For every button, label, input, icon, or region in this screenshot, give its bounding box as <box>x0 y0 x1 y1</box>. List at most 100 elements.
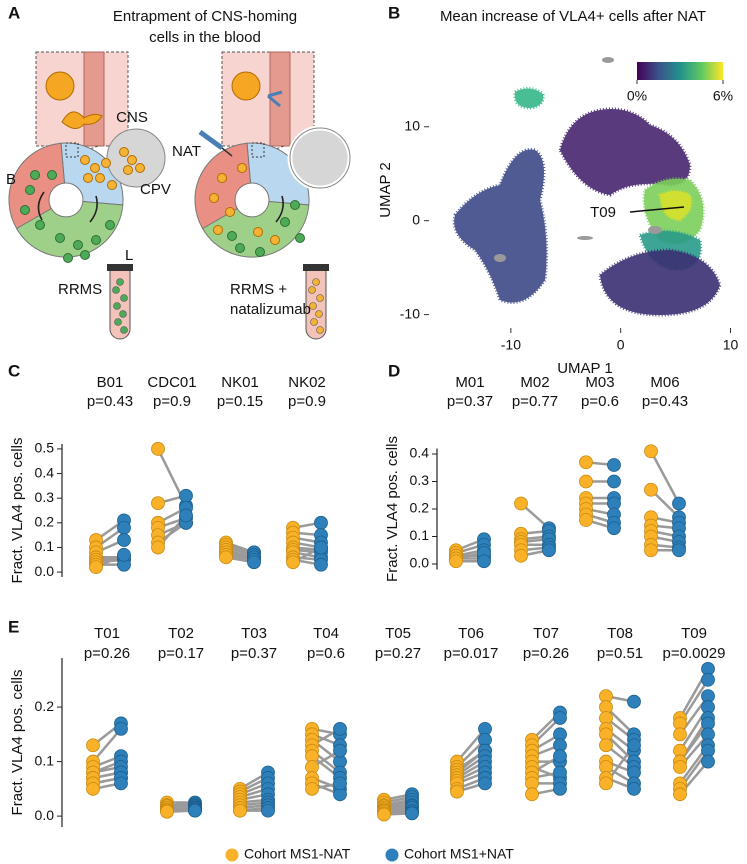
point <box>188 803 202 818</box>
cell-shape <box>61 111 103 129</box>
group-label: CDC01 <box>147 374 196 391</box>
cell-dot <box>47 170 57 180</box>
group-label: T01 <box>94 625 120 642</box>
cell-dot <box>135 163 145 173</box>
point <box>579 513 593 527</box>
point <box>314 515 328 530</box>
point <box>261 803 275 818</box>
point <box>673 787 687 802</box>
point <box>627 694 641 709</box>
p-value: p=0.37 <box>447 393 493 410</box>
y-tick-label: 10 <box>404 117 420 133</box>
point <box>644 482 658 497</box>
cell-dot <box>253 227 263 237</box>
point <box>89 560 103 575</box>
point <box>247 555 261 570</box>
colorbar-label: 0% <box>627 88 647 104</box>
tube-cell <box>316 294 324 302</box>
group-label: T02 <box>168 625 194 642</box>
cell-dot <box>295 233 305 243</box>
y-tick-label: 0.2 <box>410 500 430 516</box>
tube-cell <box>312 278 320 286</box>
group-label: T05 <box>385 625 411 642</box>
cell-dot <box>123 165 133 175</box>
cell-dot <box>91 235 101 245</box>
point <box>644 444 658 459</box>
arrow <box>89 195 98 223</box>
diagram-label: L <box>125 247 133 264</box>
p-value: p=0.017 <box>444 645 499 662</box>
umap-unassigned <box>648 226 662 234</box>
point <box>599 738 613 753</box>
point <box>333 721 347 736</box>
point <box>599 776 613 791</box>
point <box>701 672 715 687</box>
point <box>673 727 687 742</box>
vessel-wall <box>83 51 105 147</box>
point <box>160 804 174 819</box>
tube-cell <box>112 286 120 294</box>
point <box>314 557 328 572</box>
y-tick-label: 0.0 <box>35 807 55 823</box>
cell-dot <box>280 217 290 227</box>
point <box>233 803 247 818</box>
point <box>672 496 686 511</box>
pair-line <box>456 728 486 763</box>
y-tick-label: 0.5 <box>35 440 55 456</box>
p-value: p=0.15 <box>217 393 263 410</box>
p-value: p=0.27 <box>375 645 421 662</box>
y-axis-label: Fract. VLA4 pos. cells <box>384 436 401 582</box>
p-value: p=0.0029 <box>663 645 726 662</box>
point <box>477 554 491 569</box>
p-value: p=0.9 <box>288 393 326 410</box>
group-label: T06 <box>458 625 484 642</box>
annotation-line <box>629 206 685 213</box>
x-tick-label: -10 <box>501 337 521 353</box>
barrier <box>251 142 265 158</box>
tube-cap <box>303 264 329 271</box>
point <box>286 555 300 570</box>
pair-line <box>92 728 122 763</box>
point <box>607 458 621 472</box>
point <box>377 807 391 822</box>
p-value: p=0.51 <box>597 645 643 662</box>
x-axis-label: UMAP 1 <box>557 360 613 377</box>
point <box>405 806 419 821</box>
cell-dot <box>80 155 90 165</box>
cell-dot <box>255 247 265 257</box>
group-label: M02 <box>520 374 549 391</box>
colorbar <box>637 62 723 80</box>
group-label: M03 <box>585 374 614 391</box>
cell-dot <box>63 253 73 263</box>
antibody <box>267 90 283 108</box>
ring-sector <box>246 142 310 206</box>
p-value: p=0.43 <box>87 393 133 410</box>
y-tick-label: 0 <box>412 211 420 227</box>
y-tick-label: 0.0 <box>35 563 55 579</box>
cell-dot <box>227 231 237 241</box>
p-value: p=0.26 <box>84 645 130 662</box>
y-tick-label: 0.3 <box>410 472 430 488</box>
zoom-box <box>35 51 129 147</box>
cell-dot <box>105 220 115 230</box>
point <box>219 550 233 565</box>
legend-label: Cohort MS1+NAT <box>404 846 514 862</box>
legend-marker <box>225 848 239 862</box>
tube-cell <box>114 318 122 326</box>
y-axis-label: UMAP 2 <box>377 162 394 218</box>
arrow <box>275 195 284 223</box>
cell-dot <box>83 173 93 183</box>
y-tick-label: 0.4 <box>35 464 55 480</box>
cell-dot <box>25 185 35 195</box>
y-tick-label: -10 <box>400 305 420 321</box>
panel-letter: C <box>8 361 20 380</box>
panel-title: Entrapment of CNS-homing <box>113 8 297 25</box>
zoom-guide <box>267 145 285 153</box>
point <box>117 547 131 562</box>
point <box>644 543 658 558</box>
cell-dot <box>101 158 111 168</box>
cell-dot <box>225 207 235 217</box>
point <box>607 521 621 536</box>
